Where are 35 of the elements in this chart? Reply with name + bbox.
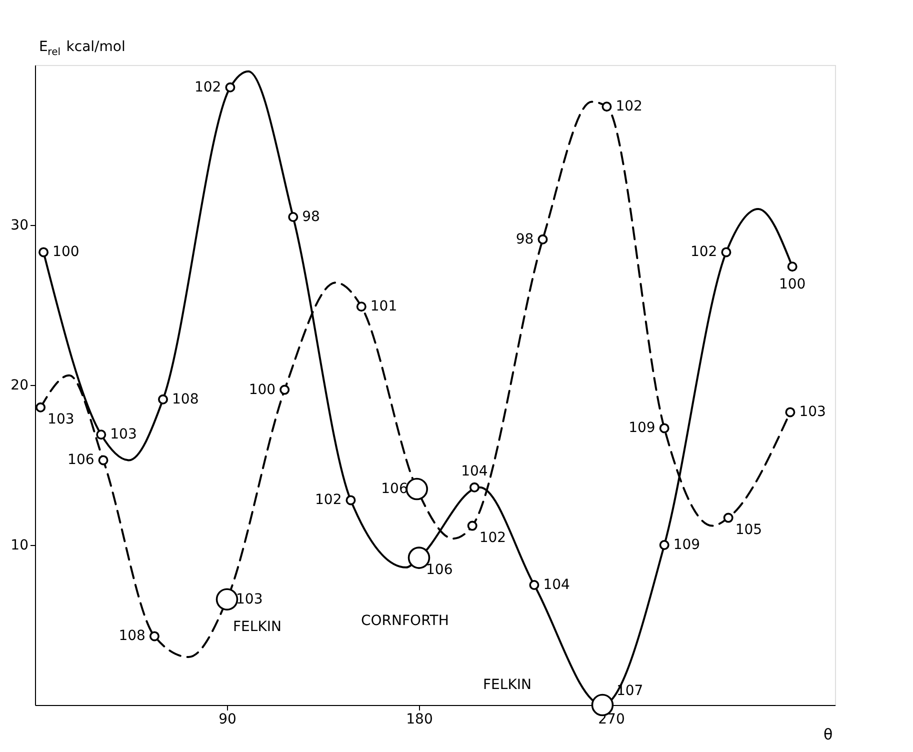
annotation: 98 <box>302 209 320 225</box>
annotation: 100 <box>248 382 276 398</box>
annotation: 100 <box>52 244 80 260</box>
annotation: 102 <box>194 79 222 96</box>
annotation: 104 <box>461 463 488 480</box>
x-tick-label: 180 <box>406 712 433 728</box>
annotation: 106 <box>381 481 408 497</box>
annotation: 103 <box>48 411 74 428</box>
annotation: 100 <box>778 276 806 293</box>
annotation: 104 <box>543 577 570 593</box>
annotation: 108 <box>118 628 146 644</box>
annotation: FELKIN <box>233 619 282 635</box>
annotation: 107 <box>616 683 644 699</box>
y-tick-label: 10 <box>10 538 28 554</box>
annotation: 105 <box>735 522 762 538</box>
annotation: 109 <box>628 420 656 436</box>
annotation: 102 <box>690 244 718 260</box>
annotation: 102 <box>616 98 642 115</box>
y-tick-label: 20 <box>10 378 28 394</box>
annotation: 103 <box>110 426 137 443</box>
annotation: 101 <box>370 298 398 315</box>
annotation: FELKIN <box>483 677 532 693</box>
annotation: 102 <box>479 530 506 546</box>
annotation: 102 <box>315 492 342 508</box>
y-tick-label: 30 <box>10 218 28 234</box>
annotation: CORNFORTH <box>361 613 449 629</box>
annotation: 103 <box>799 404 826 420</box>
annotation: 98 <box>516 231 534 248</box>
x-tick-label: 90 <box>218 712 236 728</box>
annotation: 108 <box>172 391 199 408</box>
annotation: 109 <box>673 537 700 553</box>
annotation: 103 <box>236 591 263 608</box>
annotation: 106 <box>68 452 94 468</box>
annotation: 106 <box>426 562 453 578</box>
x-axis-title: θ <box>824 726 833 744</box>
